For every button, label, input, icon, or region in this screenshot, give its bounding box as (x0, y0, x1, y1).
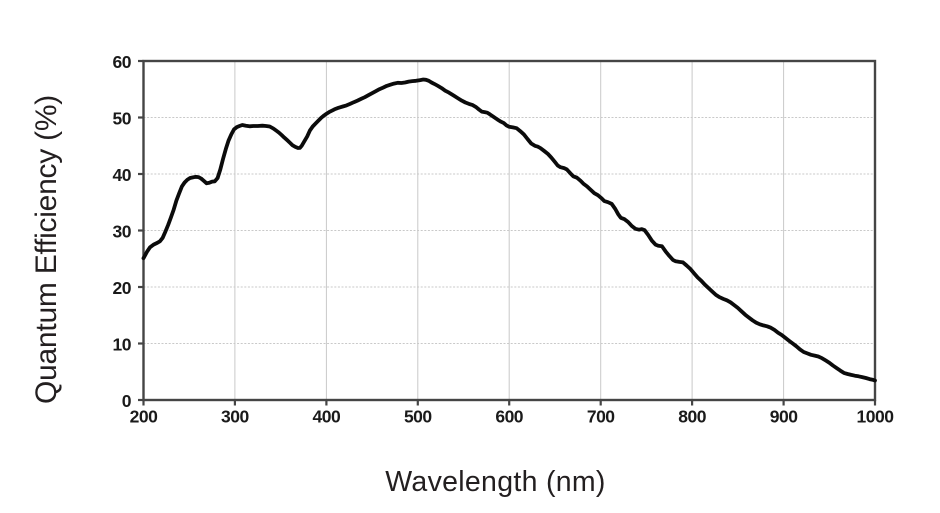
svg-text:1000: 1000 (857, 407, 895, 427)
svg-text:700: 700 (587, 407, 615, 427)
svg-text:800: 800 (678, 407, 706, 427)
svg-text:400: 400 (313, 407, 341, 427)
svg-text:0: 0 (122, 391, 132, 411)
svg-text:10: 10 (113, 335, 132, 355)
svg-text:300: 300 (221, 407, 249, 427)
svg-text:20: 20 (113, 278, 132, 298)
svg-text:50: 50 (113, 109, 132, 129)
svg-text:200: 200 (130, 407, 158, 427)
svg-text:30: 30 (113, 222, 132, 242)
svg-text:500: 500 (404, 407, 432, 427)
svg-text:Quantum Efficiency (%): Quantum Efficiency (%) (30, 95, 63, 404)
svg-text:Wavelength (nm): Wavelength (nm) (385, 466, 605, 498)
svg-text:40: 40 (113, 165, 132, 185)
svg-text:60: 60 (113, 52, 132, 72)
svg-text:600: 600 (495, 407, 523, 427)
svg-text:900: 900 (770, 407, 798, 427)
